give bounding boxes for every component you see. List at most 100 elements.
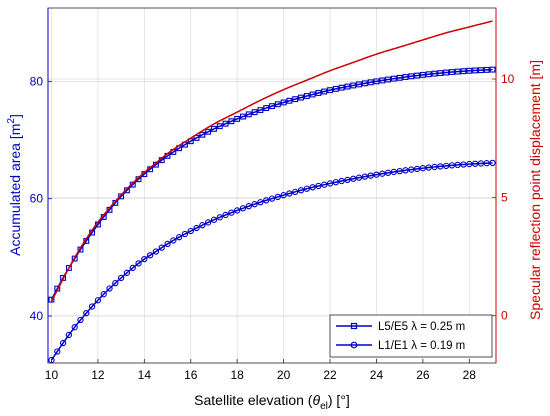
left-y-axis-title: Accumulated area [m2] xyxy=(6,114,23,256)
data-point-l5-e5 xyxy=(240,113,246,120)
x-axis-title-suffix: ) [°] xyxy=(328,392,350,408)
x-tick-label: 14 xyxy=(138,368,152,382)
data-point-l5-e5 xyxy=(367,79,374,86)
series-layer xyxy=(48,20,496,364)
data-point-l1-e1 xyxy=(350,175,357,182)
y-right-tick-label: 10 xyxy=(501,72,515,86)
data-point-l1-e1 xyxy=(239,205,247,212)
data-point-l5-e5 xyxy=(298,94,304,101)
data-point-l1-e1 xyxy=(460,161,467,168)
data-point-l1-e1 xyxy=(390,168,398,176)
data-point-l5-e5 xyxy=(234,115,241,122)
data-point-l1-e1 xyxy=(59,339,67,347)
x-tick-label: 12 xyxy=(91,368,105,382)
data-point-l5-e5 xyxy=(228,118,235,125)
data-point-l1-e1 xyxy=(355,174,363,181)
legend-label-l5-lambda: λ xyxy=(411,321,417,333)
series-line-displacement xyxy=(50,20,493,302)
data-point-l1-e1 xyxy=(425,164,432,171)
data-point-l1-e1 xyxy=(117,274,125,282)
data-point-l5-e5 xyxy=(402,74,409,80)
data-point-l1-e1 xyxy=(379,170,386,177)
data-point-l5-e5 xyxy=(489,66,496,73)
data-point-l1-e1 xyxy=(251,201,258,208)
data-point-l1-e1 xyxy=(442,162,450,169)
data-point-l1-e1 xyxy=(303,185,310,192)
data-point-l5-e5 xyxy=(344,83,351,90)
legend-label-l1-rest: = 0.19 m xyxy=(417,340,465,352)
data-point-l1-e1 xyxy=(146,252,154,259)
data-point-l5-e5 xyxy=(356,81,362,88)
data-point-l5-e5 xyxy=(280,99,287,106)
data-point-l1-e1 xyxy=(361,173,368,180)
data-point-l1-e1 xyxy=(408,166,415,173)
x-axis-title: Satellite elevation (θel) [°] xyxy=(194,392,350,412)
data-point-l1-e1 xyxy=(396,167,403,175)
data-point-l1-e1 xyxy=(158,244,165,251)
data-point-l1-e1 xyxy=(112,279,119,287)
axes: 10 12 14 16 18 20 22 24 26 28 40 60 80 0 5 10 xyxy=(30,7,515,382)
data-point-l1-e1 xyxy=(199,222,206,229)
x-tick-label: 26 xyxy=(416,368,430,382)
legend-item-l1: L1/E1 λ = 0.19 m xyxy=(336,340,465,352)
data-point-l1-e1 xyxy=(419,165,427,172)
data-point-l1-e1 xyxy=(315,182,322,190)
data-point-l5-e5 xyxy=(460,68,467,75)
x-tick-label: 10 xyxy=(45,368,59,382)
data-point-l1-e1 xyxy=(326,180,334,187)
data-point-l1-e1 xyxy=(413,165,421,173)
data-point-l1-e1 xyxy=(152,248,160,255)
ticks: 10 12 14 16 18 20 22 24 26 28 40 60 80 0 5 10 xyxy=(30,72,515,382)
data-point-l1-e1 xyxy=(402,167,409,174)
legend-marker-circle xyxy=(350,341,358,349)
data-point-l1-e1 xyxy=(454,161,461,169)
x-tick-label: 24 xyxy=(370,368,384,382)
data-point-l1-e1 xyxy=(332,179,339,186)
data-point-l5-e5 xyxy=(373,78,380,85)
y-left-tick-label: 60 xyxy=(30,192,44,206)
legend-label-l5-rest: = 0.25 m xyxy=(417,321,465,333)
right-y-axis-title: Specular reflection point displacement [… xyxy=(527,60,543,320)
y-right-tick-label: 5 xyxy=(501,190,508,204)
data-point-l5-e5 xyxy=(472,67,479,74)
data-point-l1-e1 xyxy=(216,214,223,221)
data-point-l5-e5 xyxy=(327,87,333,94)
y-left-tick-label: 80 xyxy=(30,74,44,88)
data-point-l5-e5 xyxy=(443,69,450,76)
data-point-l5-e5 xyxy=(315,90,322,96)
data-point-l1-e1 xyxy=(245,203,252,210)
data-point-l1-e1 xyxy=(263,197,270,204)
data-point-l5-e5 xyxy=(321,88,328,95)
data-point-l5-e5 xyxy=(338,84,345,91)
x-tick-label: 18 xyxy=(231,368,245,382)
data-point-l1-e1 xyxy=(431,163,438,171)
data-point-l5-e5 xyxy=(193,134,200,141)
y-right-tick-label: 0 xyxy=(501,309,508,323)
data-point-l1-e1 xyxy=(257,199,264,206)
data-point-l1-e1 xyxy=(181,230,189,238)
data-point-l5-e5 xyxy=(466,67,473,74)
data-point-l1-e1 xyxy=(483,160,490,167)
data-point-l5-e5 xyxy=(245,111,252,118)
data-point-l5-e5 xyxy=(222,120,229,127)
data-point-l1-e1 xyxy=(83,309,90,317)
legend-label-l1-lambda: λ xyxy=(411,340,417,352)
data-point-l5-e5 xyxy=(251,109,258,116)
data-point-l1-e1 xyxy=(193,224,200,232)
data-point-l5-e5 xyxy=(263,105,270,112)
data-point-l5-e5 xyxy=(390,75,397,82)
plot-area-background xyxy=(48,8,496,363)
data-point-l1-e1 xyxy=(280,192,287,199)
data-point-l1-e1 xyxy=(135,260,142,267)
data-point-l1-e1 xyxy=(88,303,96,310)
data-point-l1-e1 xyxy=(471,160,479,167)
y-left-tick-label: 40 xyxy=(30,309,44,323)
data-point-l1-e1 xyxy=(222,211,229,219)
data-point-l5-e5 xyxy=(379,77,386,84)
x-axis-title-theta: θ xyxy=(312,392,320,408)
data-point-l1-e1 xyxy=(321,181,328,188)
data-point-l1-e1 xyxy=(286,190,293,197)
data-point-l1-e1 xyxy=(234,207,241,214)
data-point-l5-e5 xyxy=(396,74,403,81)
data-point-l1-e1 xyxy=(274,193,281,201)
